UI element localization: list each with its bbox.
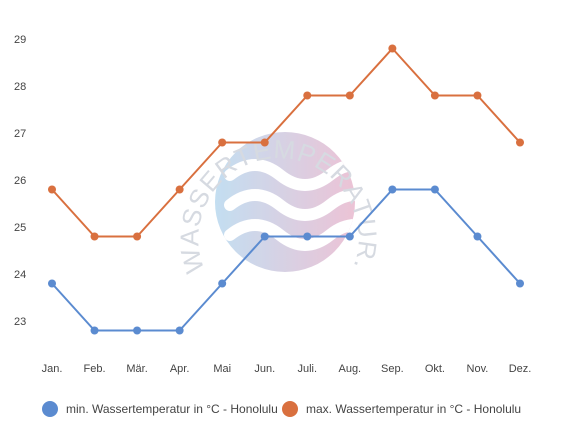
data-point[interactable] bbox=[303, 232, 312, 241]
x-tick-label: Jun. bbox=[254, 363, 275, 375]
series-line bbox=[51, 47, 521, 238]
legend-marker bbox=[282, 401, 298, 417]
y-tick-label: 25 bbox=[14, 222, 26, 234]
data-point[interactable] bbox=[473, 232, 482, 241]
x-axis: Jan. Feb. Mär. Apr. Mai Jun. Juli. Aug. Sep. Okt.… bbox=[42, 363, 532, 375]
x-tick-label: Apr. bbox=[170, 363, 190, 375]
data-point[interactable] bbox=[133, 232, 142, 241]
y-tick-label: 23 bbox=[14, 316, 26, 328]
x-tick-label: Okt. bbox=[425, 363, 445, 375]
data-point[interactable] bbox=[303, 91, 312, 100]
data-point[interactable] bbox=[345, 232, 354, 241]
data-point[interactable] bbox=[218, 138, 227, 147]
y-tick-label: 28 bbox=[14, 81, 26, 93]
y-tick-label: 26 bbox=[14, 175, 26, 187]
series-2 bbox=[48, 44, 524, 241]
data-point[interactable] bbox=[218, 279, 227, 288]
legend-marker bbox=[42, 401, 58, 417]
legend-item[interactable]: max. Wassertemperatur in °C - Honolulu bbox=[282, 401, 521, 417]
series-layer bbox=[48, 44, 524, 335]
data-point[interactable] bbox=[430, 91, 439, 100]
data-point[interactable] bbox=[260, 138, 269, 147]
data-point[interactable] bbox=[516, 279, 524, 288]
series-1 bbox=[48, 185, 524, 335]
data-point[interactable] bbox=[90, 326, 99, 335]
legend-label: min. Wassertemperatur in °C - Honolulu bbox=[66, 402, 278, 416]
data-point[interactable] bbox=[48, 185, 56, 194]
legend-label: max. Wassertemperatur in °C - Honolulu bbox=[306, 402, 521, 416]
x-tick-label: Mär. bbox=[126, 363, 147, 375]
x-tick-label: Juli. bbox=[297, 363, 317, 375]
data-point[interactable] bbox=[473, 91, 482, 100]
data-point[interactable] bbox=[133, 326, 142, 335]
watermark-logo: WASSERTEMPERATUR.ORG bbox=[0, 0, 382, 276]
watermark-waves-icon bbox=[224, 159, 355, 251]
data-point[interactable] bbox=[388, 44, 397, 53]
data-point[interactable] bbox=[48, 279, 56, 288]
x-tick-label: Dez. bbox=[509, 363, 532, 375]
y-tick-label: 29 bbox=[14, 34, 26, 46]
y-tick-label: 27 bbox=[14, 128, 26, 140]
legend-item[interactable]: min. Wassertemperatur in °C - Honolulu bbox=[42, 401, 278, 417]
data-point[interactable] bbox=[175, 185, 184, 194]
x-tick-label: Nov. bbox=[467, 363, 489, 375]
x-tick-label: Aug. bbox=[338, 363, 361, 375]
data-point[interactable] bbox=[260, 232, 269, 241]
x-tick-label: Mai bbox=[213, 363, 231, 375]
series-line bbox=[51, 188, 521, 332]
x-tick-label: Feb. bbox=[84, 363, 106, 375]
data-point[interactable] bbox=[516, 138, 524, 147]
data-point[interactable] bbox=[90, 232, 99, 241]
data-point[interactable] bbox=[388, 185, 397, 194]
y-tick-label: 24 bbox=[14, 269, 26, 281]
y-axis: 23 24 25 26 27 28 29 bbox=[14, 34, 26, 328]
legend: min. Wassertemperatur in °C - Honolulu ma… bbox=[42, 401, 521, 417]
x-tick-label: Jan. bbox=[42, 363, 63, 375]
x-tick-label: Sep. bbox=[381, 363, 404, 375]
data-point[interactable] bbox=[430, 185, 439, 194]
data-point[interactable] bbox=[345, 91, 354, 100]
data-point[interactable] bbox=[175, 326, 184, 335]
